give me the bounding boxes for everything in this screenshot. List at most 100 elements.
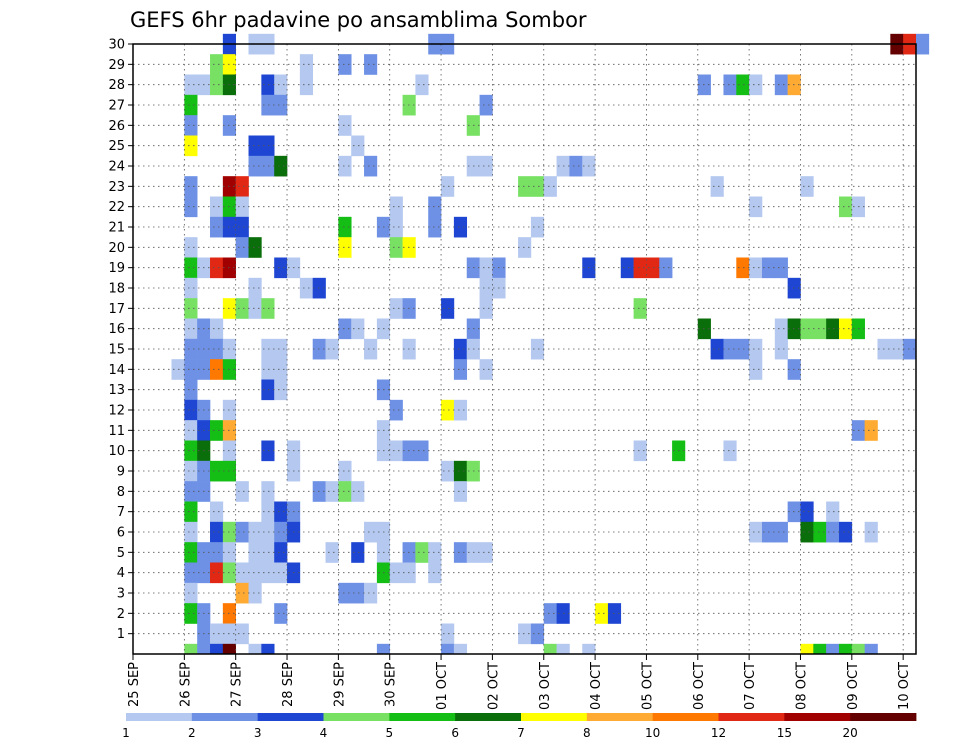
legend-label: 1	[122, 726, 130, 740]
heatmap-cell	[659, 257, 673, 279]
heatmap-cell	[826, 521, 840, 543]
heatmap-cell	[210, 460, 224, 482]
heatmap-cell	[479, 94, 493, 116]
y-tick-label: 26	[108, 119, 125, 134]
y-tick-label: 25	[108, 139, 125, 154]
heatmap-cell	[325, 338, 339, 360]
color-legend: 1 2 3 4 5 6 7 8 10 12 15 20	[122, 713, 917, 740]
x-axis: 25 SEP 26 SEP 27 SEP 28 SEP 29 SEP 30 SEP 01 O…	[127, 654, 912, 710]
legend-label: 3	[254, 726, 262, 740]
heatmap-cell	[184, 501, 198, 523]
heatmap-cell	[736, 74, 750, 96]
y-tick-label: 7	[117, 505, 125, 520]
legend-label: 10	[645, 726, 660, 740]
heatmap-cell	[351, 135, 365, 157]
heatmap-cell	[325, 481, 339, 502]
y-axis: 1234567891011121314151617181920212223242…	[108, 38, 133, 642]
heatmap-cell	[274, 338, 288, 360]
heatmap-cell	[274, 501, 288, 523]
heatmap-cell	[453, 643, 468, 655]
heatmap-cell	[184, 582, 198, 604]
heatmap-cell	[274, 562, 288, 584]
heatmap-cell	[364, 582, 378, 604]
heatmap-cell	[274, 603, 288, 624]
heatmap-cell	[389, 196, 403, 218]
heatmap-cell	[351, 542, 365, 563]
heatmap-cell	[749, 257, 763, 279]
heatmap-cell	[248, 521, 262, 543]
legend-swatch	[586, 713, 654, 721]
heatmap-cell	[274, 542, 288, 563]
y-tick-label: 29	[108, 58, 125, 73]
heatmap-cell	[338, 216, 352, 238]
heatmap-cell	[184, 338, 198, 360]
x-tick-label: 05 OCT	[640, 662, 655, 710]
legend-label: 5	[386, 726, 394, 740]
heatmap-cell	[274, 379, 288, 401]
legend-swatch	[718, 713, 785, 721]
heatmap-cell	[774, 521, 788, 543]
heatmap-cell	[248, 562, 262, 584]
heatmap-cell	[351, 318, 365, 340]
legend-label: 4	[320, 726, 328, 740]
x-tick-label: 10 OCT	[897, 662, 912, 710]
heatmap-cell	[376, 643, 391, 655]
heatmap-cell	[389, 216, 403, 238]
heatmap-cell	[595, 603, 609, 624]
heatmap-cell	[184, 440, 198, 462]
heatmap-cell	[864, 643, 878, 655]
heatmap-cell	[351, 582, 365, 604]
heatmap-cell	[338, 582, 352, 604]
y-tick-label: 22	[108, 200, 125, 215]
heatmap-cell	[453, 399, 468, 421]
heatmap-cell	[325, 542, 339, 563]
heatmap-cell	[261, 562, 275, 584]
heatmap-cell	[184, 521, 198, 543]
heatmap-cell	[428, 216, 442, 238]
heatmap-cell	[749, 359, 763, 380]
heatmap-cell	[184, 359, 198, 380]
heatmap-cell	[210, 623, 224, 645]
heatmap-cell	[736, 257, 750, 279]
heatmap-cell	[364, 54, 378, 75]
heatmap-cell	[774, 318, 788, 340]
x-tick-label: 03 OCT	[538, 662, 553, 710]
heatmap-cell	[633, 257, 647, 279]
heatmap-cell	[428, 196, 442, 218]
heatmap-cell	[479, 298, 493, 319]
heatmap-cell	[453, 359, 468, 380]
heatmap-cell	[518, 237, 532, 258]
heatmap-cell	[235, 481, 249, 502]
heatmap-cell	[903, 338, 917, 360]
heatmap-cell	[710, 176, 724, 197]
heatmap-cell	[543, 603, 557, 624]
heatmap-cell	[184, 94, 198, 116]
y-tick-label: 8	[117, 485, 125, 500]
heatmap-cell	[723, 338, 737, 360]
heatmap-cell	[197, 643, 211, 655]
heatmap-cell	[916, 33, 930, 55]
heatmap-cell	[415, 74, 429, 96]
heatmap-cell	[248, 542, 262, 563]
heatmap-cell	[415, 542, 429, 563]
x-tick-label: 26 SEP	[178, 662, 193, 707]
legend-label: 15	[777, 726, 792, 740]
heatmap-cell	[261, 379, 275, 401]
heatmap-cell	[838, 643, 853, 655]
y-tick-label: 16	[108, 322, 125, 337]
heatmap-cell	[261, 643, 275, 655]
heatmap-cell	[813, 521, 827, 543]
x-tick-label: 04 OCT	[589, 662, 604, 710]
legend-swatch	[126, 713, 193, 721]
heatmap-cell	[184, 176, 198, 197]
heatmap-cell	[184, 399, 198, 421]
heatmap-cell	[890, 338, 904, 360]
heatmap-cell	[299, 74, 314, 96]
y-tick-label: 4	[117, 566, 125, 581]
heatmap-cell	[235, 216, 249, 238]
legend-swatch	[323, 713, 390, 721]
heatmap-cell	[530, 623, 545, 645]
heatmap-cell	[274, 155, 288, 177]
heatmap-cell	[479, 257, 493, 279]
heatmap-cell	[736, 338, 750, 360]
